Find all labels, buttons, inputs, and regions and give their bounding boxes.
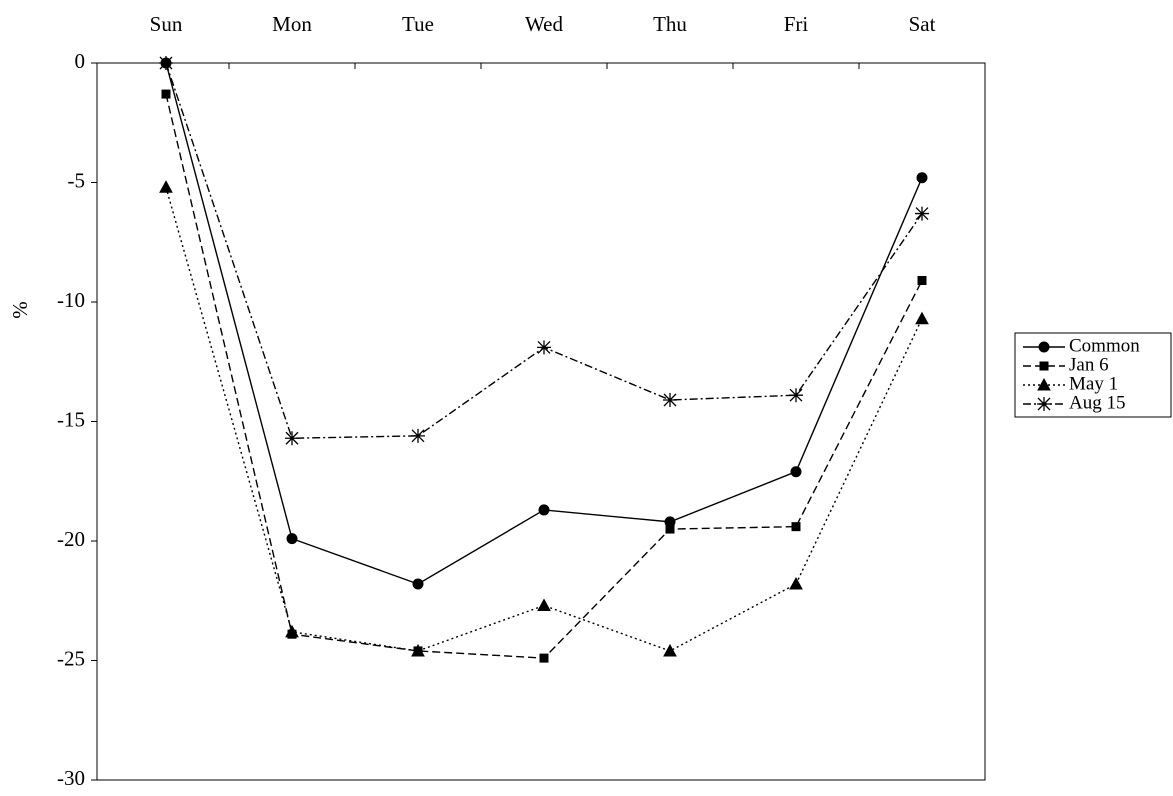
y-tick-label: -20 [57,527,85,551]
legend-marker [1039,361,1049,371]
legend-marker [1038,341,1050,353]
marker [915,206,929,221]
x-tick-label: Wed [525,12,563,36]
marker [159,56,173,70]
legend-label: Aug 15 [1069,392,1125,413]
marker [916,172,928,184]
marker [286,533,298,545]
series-line [165,62,923,439]
x-tick-label: Fri [784,12,809,36]
marker [789,576,803,590]
marker [539,653,549,663]
legend-label: Jan 6 [1069,354,1109,375]
marker [663,392,677,407]
y-tick-label: -30 [57,766,85,790]
marker [537,340,551,355]
x-tick-label: Sat [909,12,936,36]
marker [411,428,425,443]
series-line [165,187,923,652]
y-tick-label: -25 [57,646,85,670]
marker [917,275,927,285]
legend-label: Common [1069,335,1140,356]
x-tick-label: Mon [272,12,312,36]
marker [159,180,173,193]
y-tick-label: -5 [68,168,86,192]
legend-marker [1037,377,1051,391]
plot-frame [96,62,986,781]
marker [665,524,675,534]
legend-label: May 1 [1069,373,1118,394]
marker [161,89,171,99]
marker [285,431,299,446]
marker [663,643,677,657]
marker [790,466,802,478]
marker [789,388,803,403]
marker [915,311,929,325]
y-tick-label: 0 [75,49,86,73]
y-axis-label: % [8,301,32,319]
y-tick-label: -15 [57,407,85,431]
legend-marker [1037,397,1051,411]
x-tick-label: Thu [653,12,687,36]
x-tick-label: Sun [150,12,183,36]
marker [285,624,299,638]
x-tick-label: Tue [402,12,434,36]
marker [411,643,425,657]
marker [538,504,550,516]
marker [791,522,801,532]
y-tick-label: -10 [57,288,85,312]
marker [412,578,424,590]
marker [537,598,551,612]
